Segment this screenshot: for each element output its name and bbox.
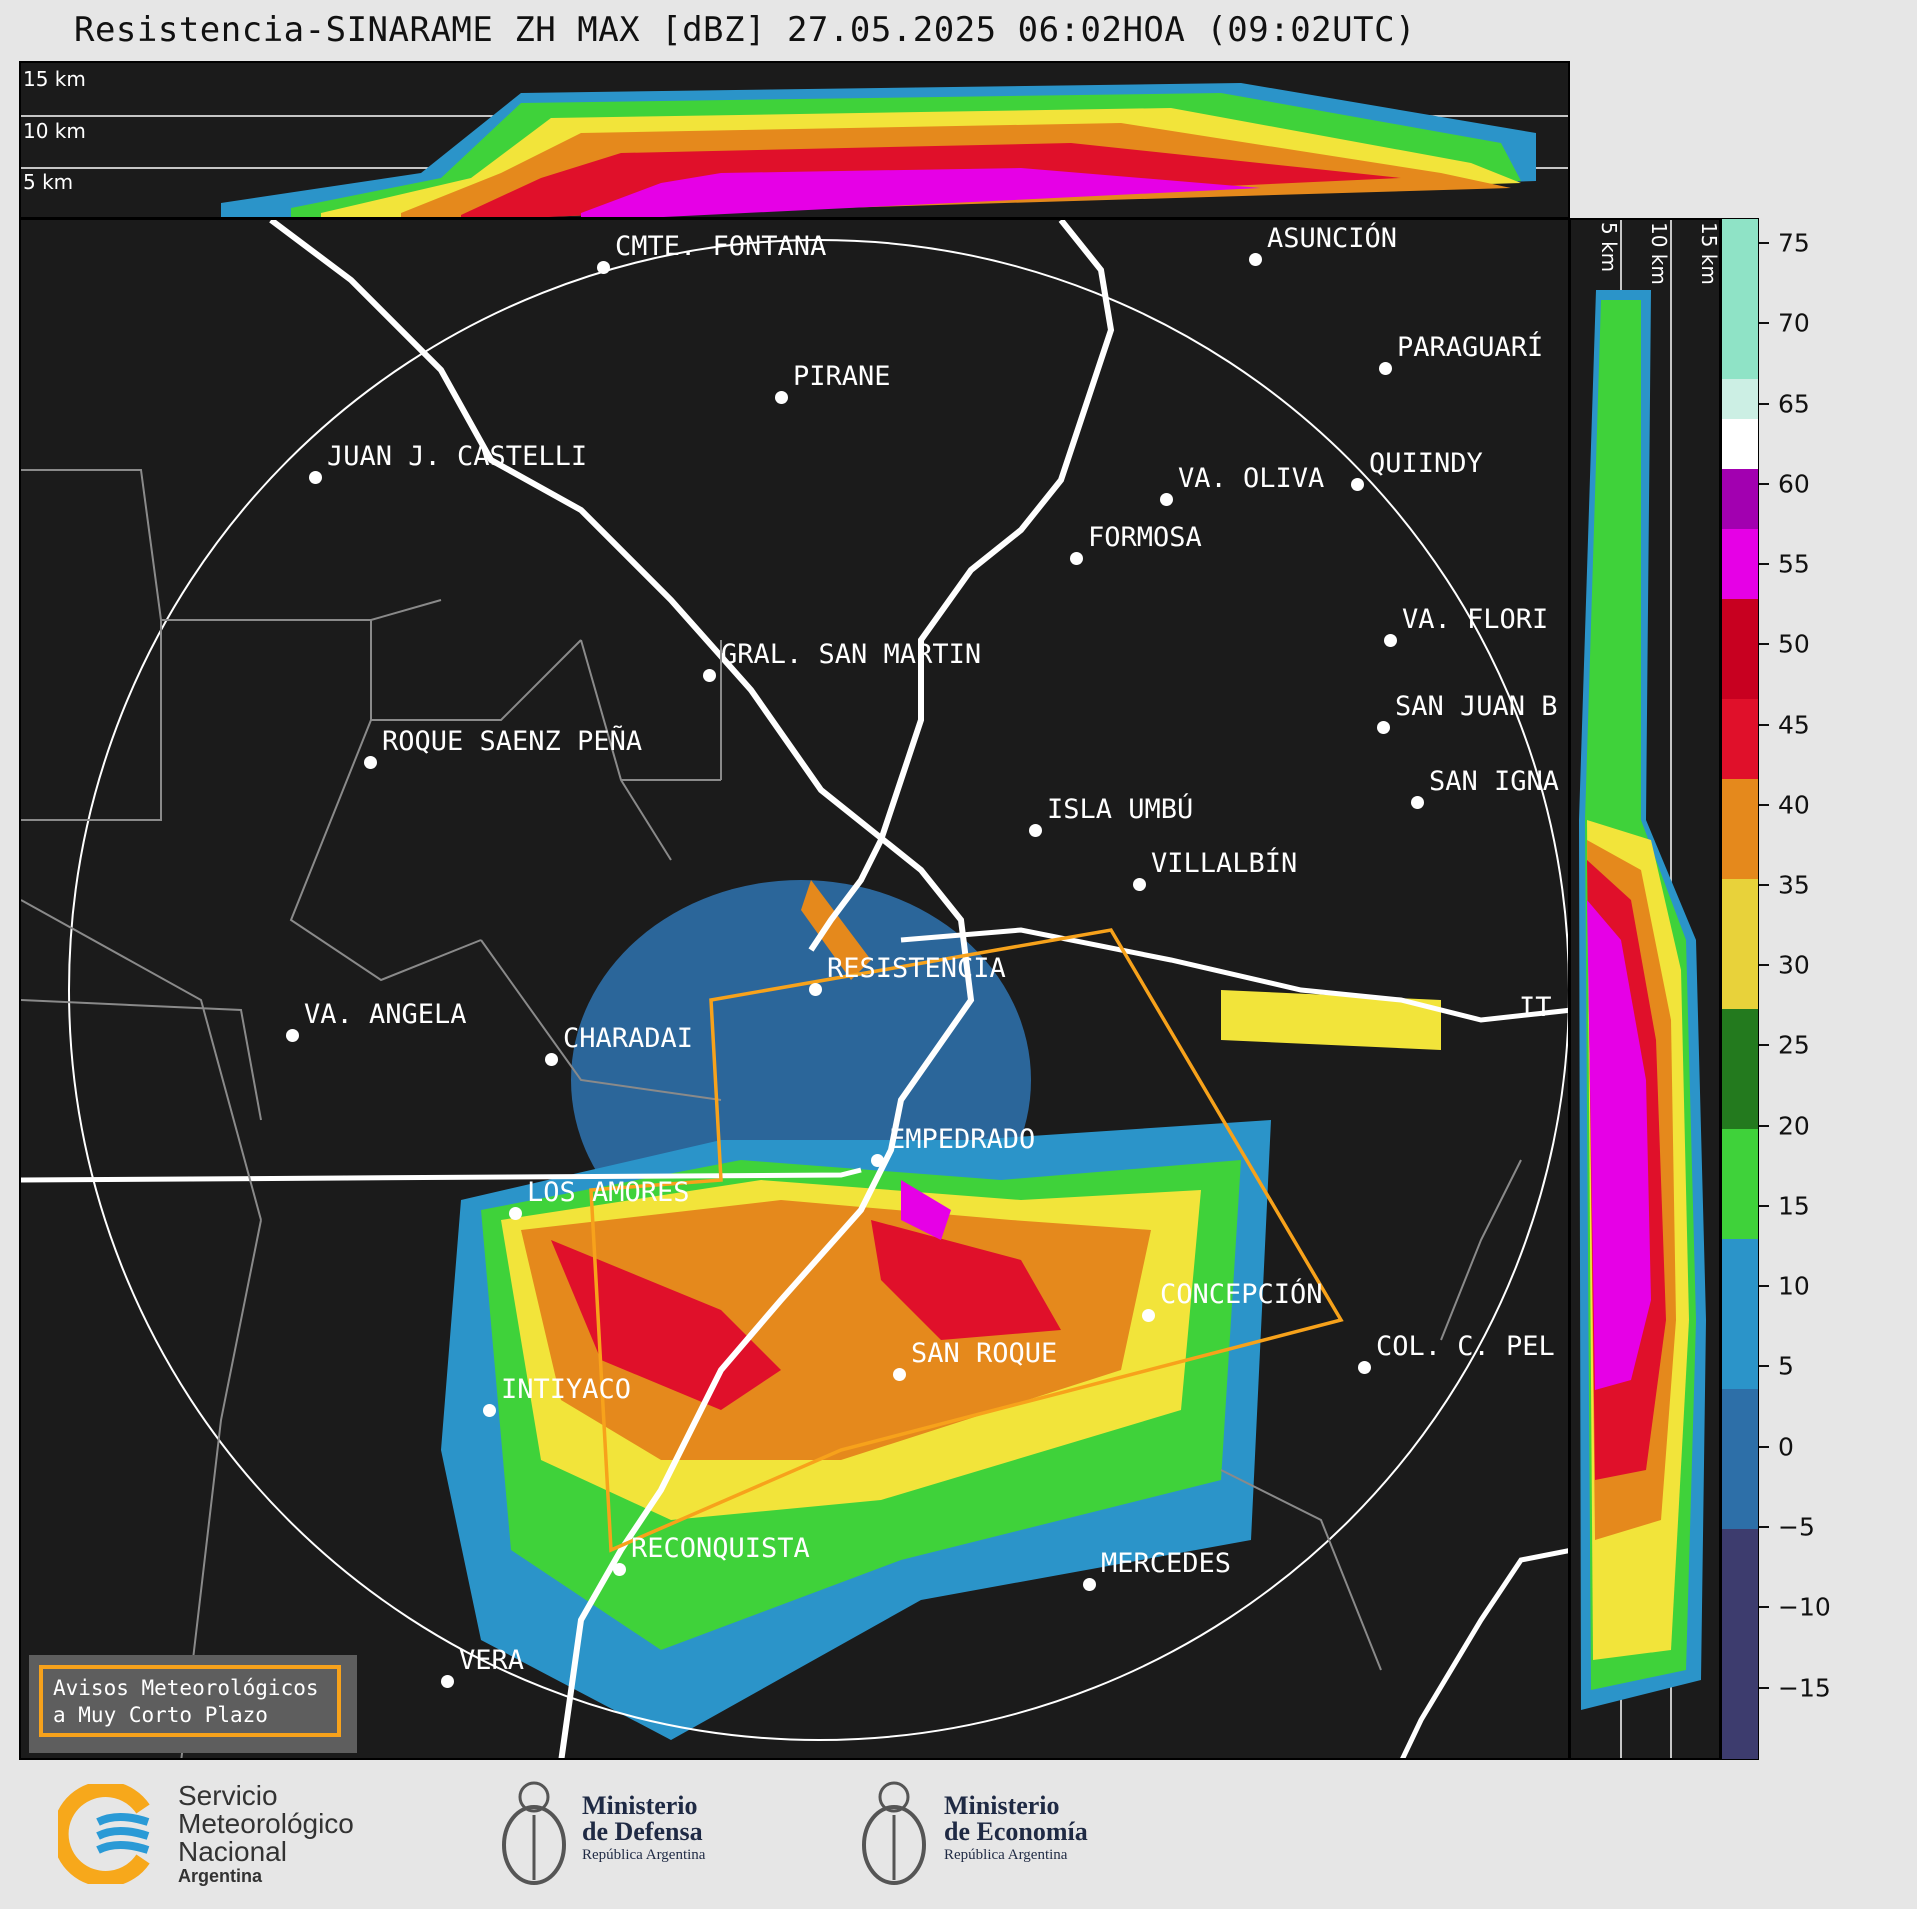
colorbar-tickmark <box>1759 964 1769 966</box>
colorbar-tick-0: 0 <box>1778 1432 1794 1462</box>
colorbar-tickmark <box>1759 483 1769 485</box>
colorbar-tick-60: 60 <box>1778 469 1810 499</box>
smn-line1: Servicio <box>178 1780 278 1811</box>
dbz-colorbar <box>1721 218 1759 1760</box>
coat-of-arms-icon <box>862 1781 926 1885</box>
colorbar-tick-45: 45 <box>1778 710 1810 740</box>
defensa-line2: de Defensa <box>582 1817 703 1846</box>
colorbar-tick-50: 50 <box>1778 629 1810 659</box>
ministerio-economia-logo[interactable]: Ministerio de Economía República Argenti… <box>854 1775 1124 1895</box>
colorbar-tick-70: 70 <box>1778 308 1810 338</box>
economia-line2: de Economía <box>944 1817 1088 1846</box>
defensa-line1: Ministerio <box>582 1791 698 1820</box>
top-label-15km: 15 km <box>23 67 86 91</box>
economia-line1: Ministerio <box>944 1791 1060 1820</box>
colorbar-tickmark <box>1759 1526 1769 1528</box>
chart-title: Resistencia-SINARAME ZH MAX [dBZ] 27.05.… <box>73 10 1417 50</box>
colorbar-tick-15: 15 <box>1778 1191 1810 1221</box>
colorbar-tickmark <box>1759 884 1769 886</box>
coat-of-arms-icon <box>502 1781 566 1885</box>
avisos-line1: Avisos Meteorológicos <box>53 1676 319 1700</box>
colorbar-tick-10: 10 <box>1778 1271 1810 1301</box>
colorbar-tickmark <box>1759 1205 1769 1207</box>
colorbar-tick-30: 30 <box>1778 950 1810 980</box>
top-profile-echoes <box>21 83 1568 217</box>
colorbar-tickmark <box>1759 1687 1769 1689</box>
smn-logo[interactable]: Servicio Meteorológico Nacional Argentin… <box>58 1782 388 1887</box>
smn-line3: Nacional <box>178 1836 287 1867</box>
smn-line4: Argentina <box>178 1866 263 1886</box>
colorbar-tick-5: 5 <box>1778 1351 1794 1381</box>
colorbar-tickmark <box>1759 1365 1769 1367</box>
colorbar-tick-neg5: −5 <box>1778 1512 1815 1542</box>
colorbar-tick-neg10: −10 <box>1778 1592 1831 1622</box>
top-label-5km: 5 km <box>23 170 74 194</box>
colorbar-tickmark <box>1759 1606 1769 1608</box>
colorbar-tick-35: 35 <box>1778 870 1810 900</box>
defensa-line3: República Argentina <box>582 1847 706 1863</box>
colorbar-tick-40: 40 <box>1778 790 1810 820</box>
avisos-legend: Avisos Meteorológicos a Muy Corto Plazo <box>29 1655 357 1753</box>
colorbar-tick-75: 75 <box>1778 228 1810 258</box>
smn-line2: Meteorológico <box>178 1808 354 1839</box>
avisos-line2: a Muy Corto Plazo <box>53 1703 268 1727</box>
colorbar-tickmark <box>1759 403 1769 405</box>
radar-map[interactable]: CMTE. FONTANA PIRANE JUAN J. CASTELLI AS… <box>19 218 1570 1760</box>
side-label-15km: 15 km <box>1697 222 1721 285</box>
side-label-10km: 10 km <box>1647 222 1671 285</box>
smn-emblem-icon <box>58 1784 150 1884</box>
colorbar-tickmark <box>1759 322 1769 324</box>
colorbar-tick-neg15: −15 <box>1778 1673 1831 1703</box>
colorbar-tickmark <box>1759 804 1769 806</box>
colorbar-tickmark <box>1759 242 1769 244</box>
colorbar-gradient <box>1722 219 1758 1759</box>
colorbar-tick-25: 25 <box>1778 1030 1810 1060</box>
economia-line3: República Argentina <box>944 1847 1068 1863</box>
avisos-box: Avisos Meteorológicos a Muy Corto Plazo <box>39 1665 341 1737</box>
top-label-10km: 10 km <box>23 119 86 143</box>
colorbar-tickmark <box>1759 563 1769 565</box>
colorbar-tick-55: 55 <box>1778 549 1810 579</box>
top-height-profile: 15 km 10 km 5 km <box>19 61 1570 219</box>
colorbar-tick-20: 20 <box>1778 1111 1810 1141</box>
colorbar-tickmark <box>1759 724 1769 726</box>
side-profile-echoes <box>1579 220 1706 1758</box>
colorbar-tickmark <box>1759 1446 1769 1448</box>
colorbar-tickmark <box>1759 1125 1769 1127</box>
colorbar-tickmark <box>1759 1044 1769 1046</box>
side-label-5km: 5 km <box>1597 222 1621 273</box>
colorbar-tick-65: 65 <box>1778 389 1810 419</box>
ministerio-defensa-logo[interactable]: Ministerio de Defensa República Argentin… <box>494 1775 754 1895</box>
side-height-profile: 5 km 10 km 15 km <box>1569 218 1721 1760</box>
colorbar-tickmark <box>1759 643 1769 645</box>
radar-map-graphics <box>21 220 1568 1758</box>
colorbar-tickmark <box>1759 1285 1769 1287</box>
